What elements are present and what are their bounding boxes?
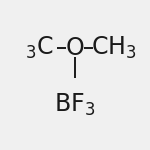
Text: CH$_{3}$: CH$_{3}$ [91, 35, 137, 61]
Text: O: O [66, 36, 84, 60]
Text: $_{3}$C: $_{3}$C [25, 35, 53, 61]
Text: BF$_{3}$: BF$_{3}$ [54, 92, 96, 118]
